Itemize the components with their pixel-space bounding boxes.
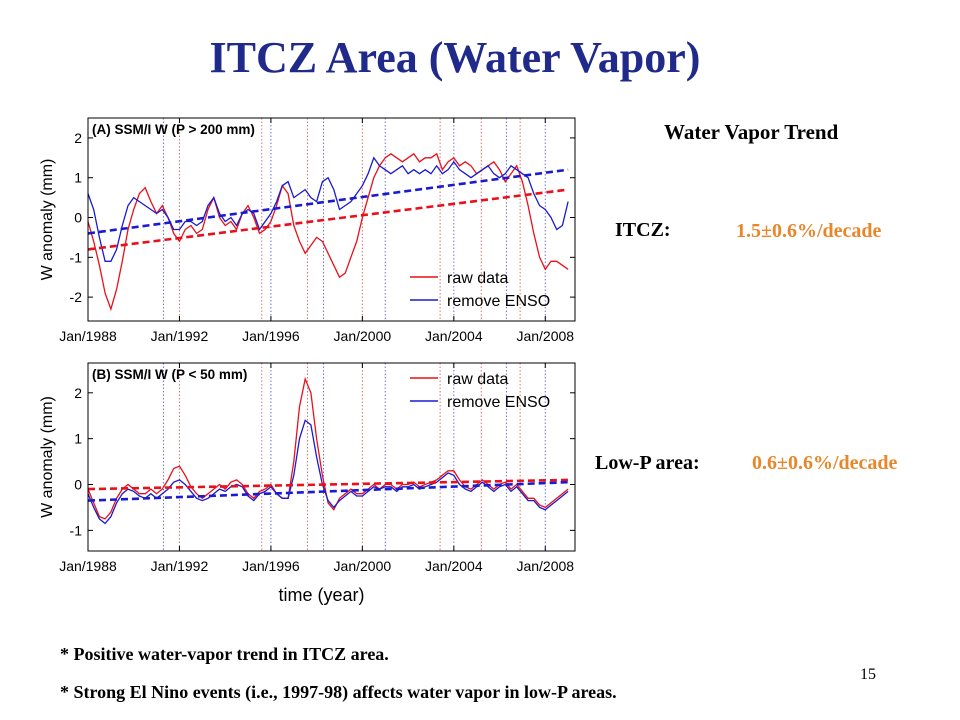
bullet-2: * Strong El Nino events (i.e., 1997-98) … (60, 682, 617, 702)
y-axis-label: W anomaly (mm) (39, 159, 56, 281)
bullet-1: * Positive water-vapor trend in ITCZ are… (60, 644, 389, 664)
x-tick-label: Jan/2004 (425, 558, 483, 574)
x-tick-label: Jan/2008 (516, 558, 574, 574)
x-axis-label: time (year) (278, 585, 364, 605)
legend-label: remove ENSO (447, 293, 550, 310)
y-tick-label: 2 (74, 385, 82, 401)
x-tick-label: Jan/2000 (334, 558, 392, 574)
x-tick-label: Jan/1988 (59, 558, 117, 574)
panel-label: (A) SSM/I W (P > 200 mm) (92, 122, 255, 137)
series-line-enso (87, 419, 569, 525)
legend-label: remove ENSO (447, 394, 550, 411)
itcz-label: ITCZ: (615, 219, 671, 241)
y-tick-label: 2 (74, 130, 82, 146)
x-tick-label: Jan/1992 (151, 328, 209, 344)
y-tick-label: -1 (70, 249, 83, 265)
series-line-enso (87, 156, 569, 262)
x-tick-label: Jan/2008 (516, 328, 574, 344)
itcz-trend-value: 1.5±0.6%/decade (736, 220, 882, 242)
legend-label: raw data (447, 270, 508, 287)
y-tick-label: 1 (74, 170, 82, 186)
lowp-label: Low-P area: (595, 452, 700, 474)
page-number: 15 (860, 666, 876, 683)
x-tick-label: Jan/1988 (59, 328, 117, 344)
trend-heading: Water Vapor Trend (664, 120, 839, 144)
plot-frame (87, 117, 576, 322)
y-tick-label: 1 (74, 431, 82, 447)
trend-line-enso (87, 168, 569, 235)
y-tick-label: 0 (74, 477, 82, 493)
legend-label: raw data (447, 371, 508, 388)
y-tick-label: -1 (70, 522, 83, 538)
x-tick-label: Jan/1996 (242, 558, 300, 574)
chart-panel-b: -1 0 1 2 Jan/1988 Jan/1992 Jan/1996 Jan/2000 Jan… (39, 362, 576, 605)
trend-line-enso (87, 480, 569, 502)
chart-panel-a: -2 -1 0 1 2 Jan/1988 Jan/1992 Jan/1996 Jan/2000 J… (39, 117, 576, 344)
panel-label: (B) SSM/I W (P < 50 mm) (92, 367, 247, 382)
plot-frame (87, 362, 576, 552)
y-tick-label: -2 (70, 289, 83, 305)
y-axis-label: W anomaly (mm) (39, 396, 56, 518)
lowp-trend-value: 0.6±0.6%/decade (752, 452, 898, 474)
slide-title: ITCZ Area (Water Vapor) (209, 33, 701, 82)
x-tick-label: Jan/1996 (242, 328, 300, 344)
trend-line-raw (87, 188, 569, 251)
x-tick-label: Jan/2004 (425, 328, 483, 344)
x-tick-label: Jan/2000 (334, 328, 392, 344)
trend-line-raw (87, 478, 569, 491)
x-tick-label: Jan/1992 (151, 558, 209, 574)
y-tick-label: 0 (74, 210, 82, 226)
